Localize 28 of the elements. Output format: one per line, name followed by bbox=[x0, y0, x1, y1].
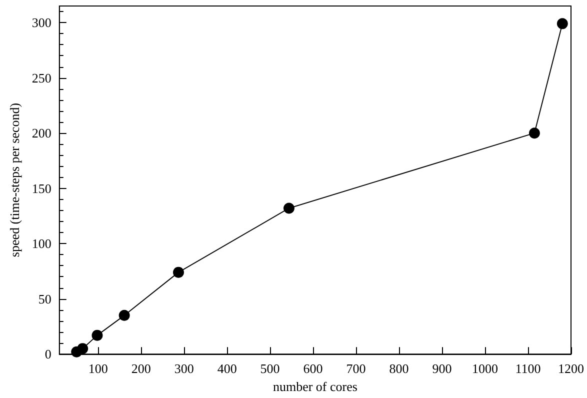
x-tick-label: 800 bbox=[389, 361, 409, 376]
point bbox=[118, 310, 130, 321]
y-axis-title: speed (time-steps per second) bbox=[7, 102, 22, 258]
x-tick-label: 100 bbox=[88, 361, 108, 376]
point bbox=[556, 18, 568, 30]
x-tick-label: 300 bbox=[174, 361, 194, 376]
x-tick-label: 1100 bbox=[515, 361, 541, 376]
x-tick-label: 600 bbox=[303, 361, 323, 376]
y-tick-label: 150 bbox=[32, 180, 52, 196]
y-tick-label: 200 bbox=[32, 126, 52, 141]
y-tick-label: 0 bbox=[44, 346, 52, 362]
x-tick-label: 1000 bbox=[472, 361, 498, 376]
point bbox=[77, 343, 88, 354]
point bbox=[92, 330, 103, 341]
point bbox=[283, 202, 294, 214]
x-tick-label: 900 bbox=[432, 361, 452, 376]
y-tick-label: 100 bbox=[32, 236, 52, 252]
x-tick-label: 500 bbox=[260, 361, 280, 376]
x-axis-title: number of cores bbox=[272, 379, 358, 394]
y-tick-label: 250 bbox=[32, 70, 52, 86]
y-tick-label: 300 bbox=[32, 15, 52, 30]
y-tick-label: 50 bbox=[38, 291, 52, 306]
x-tick-label: 700 bbox=[346, 361, 366, 376]
point bbox=[173, 266, 184, 278]
x-tick-label: 400 bbox=[217, 361, 237, 376]
x-tick-label: 1200 bbox=[558, 361, 584, 376]
x-tick-label: 200 bbox=[131, 361, 151, 376]
point bbox=[528, 128, 540, 139]
